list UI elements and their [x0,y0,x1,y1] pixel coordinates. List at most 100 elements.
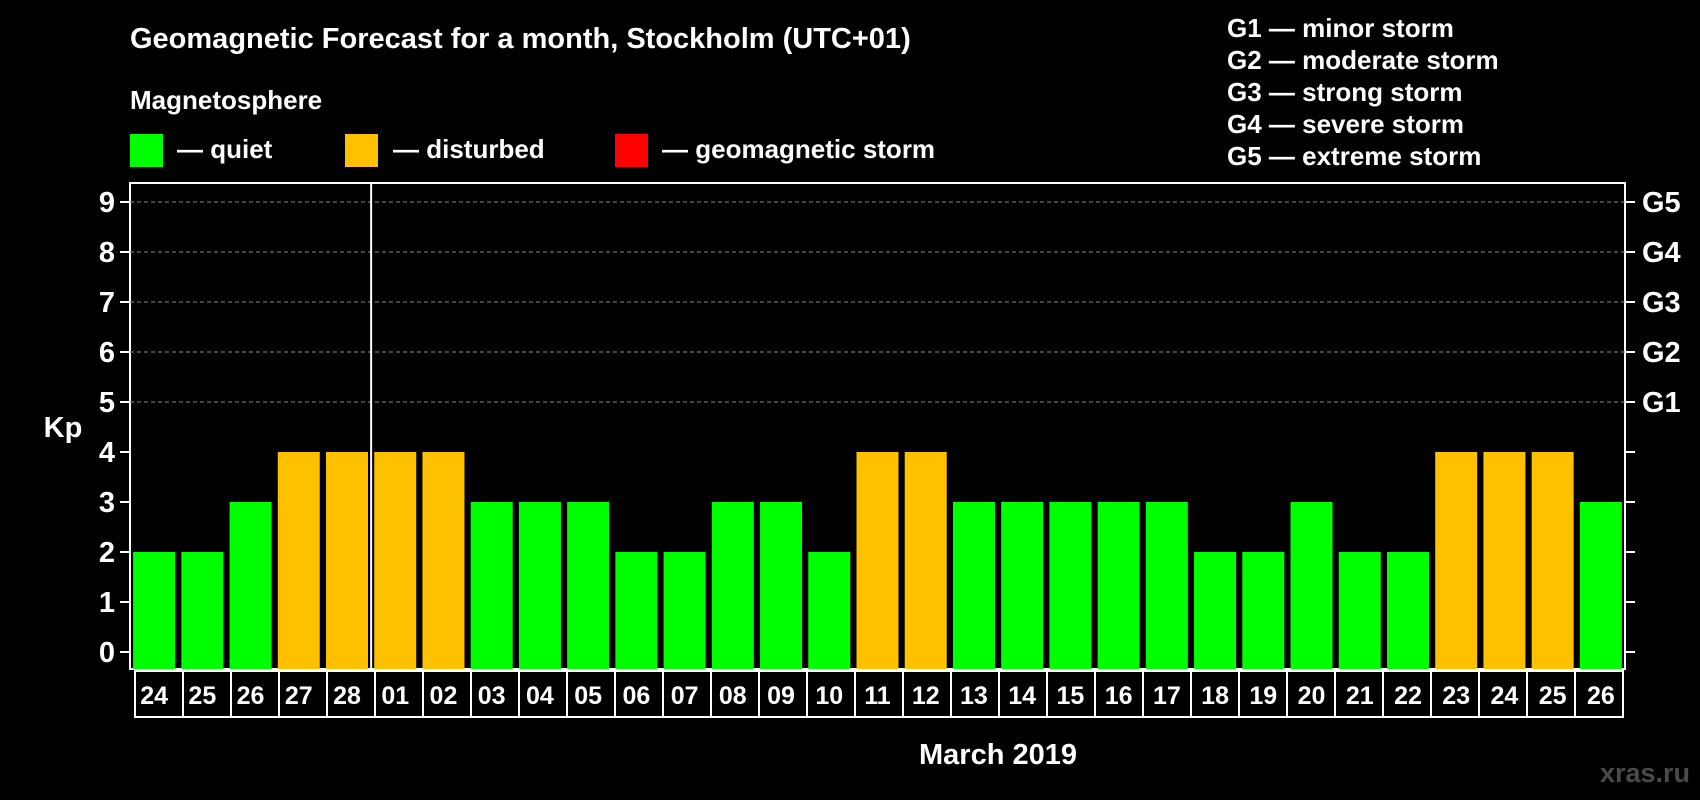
legend-label-disturbed: — disturbed [393,134,545,164]
storm-scale-g1: G1 — minor storm [1227,13,1454,43]
date-label: 18 [1201,682,1229,710]
storm-level-label: G4 [1642,237,1681,269]
bar [1049,502,1092,669]
date-label: 17 [1153,682,1181,710]
date-label: 24 [140,682,168,710]
bar [856,452,899,669]
y-tick-label: 6 [99,337,115,369]
bar [808,552,851,669]
date-label: 05 [574,682,602,710]
bar [229,502,272,669]
x-axis-label: March 2019 [919,739,1077,771]
bar [1097,502,1140,669]
y-tick-label: 4 [99,437,115,469]
y-axis-ticks: 0 1 2 3 4 5 6 7 8 9 [99,187,1635,669]
storm-scale-g5: G5 — extreme storm [1227,141,1481,171]
bar [1001,502,1044,669]
bar [904,452,947,669]
date-label: 23 [1442,682,1470,710]
date-label: 04 [526,682,554,710]
date-axis-frame [134,670,1624,718]
bar [1290,502,1333,669]
storm-level-axis: G1 G2 G3 G4 G5 [1642,187,1681,419]
date-label: 25 [1539,682,1567,710]
bar [663,552,706,669]
bar [1145,502,1188,669]
y-tick-label: 1 [99,587,115,619]
date-label: 21 [1346,682,1374,710]
legend-swatch-disturbed [345,134,378,167]
date-label: 08 [719,682,747,710]
storm-level-label: G2 [1642,337,1681,369]
date-label: 07 [671,682,699,710]
y-tick-label: 3 [99,487,115,519]
bar [952,502,995,669]
date-label: 06 [622,682,650,710]
bar [711,502,754,669]
date-label: 28 [333,682,361,710]
legend-swatch-quiet [130,134,163,167]
y-tick-label: 5 [99,387,115,419]
bar [1194,552,1237,669]
storm-scale-g3: G3 — strong storm [1227,77,1462,107]
date-axis: 24 25 26 27 28 01 02 03 04 05 06 07 08 09 10 11 12 13 14 15… [134,670,1624,718]
date-label: 14 [1008,682,1036,710]
date-label: 22 [1394,682,1422,710]
date-label: 01 [381,682,409,710]
bar [326,452,369,669]
legend-label-quiet: — quiet [177,134,273,164]
bar [615,552,658,669]
y-axis-label: Kp [44,412,83,444]
bar [760,502,803,669]
bar [1531,452,1574,669]
date-label: 19 [1249,682,1277,710]
date-label: 25 [188,682,216,710]
bar [1386,552,1429,669]
date-label: 12 [912,682,940,710]
bar [567,502,610,669]
y-tick-label: 8 [99,237,115,269]
storm-scale-g2: G2 — moderate storm [1227,45,1499,75]
legend-swatch-storm [615,134,648,167]
date-label: 11 [864,682,891,710]
chart-title: Geomagnetic Forecast for a month, Stockh… [130,23,911,55]
bar [181,552,224,669]
gridlines [130,201,1625,403]
y-tick-label: 2 [99,537,115,569]
legend: — quiet — disturbed — geomagnetic storm [130,134,935,167]
bar [277,452,320,669]
storm-scale-legend: G1 — minor storm G2 — moderate storm G3 … [1227,13,1499,171]
storm-level-label: G1 [1642,387,1681,419]
legend-title: Magnetosphere [130,85,322,115]
storm-level-label: G3 [1642,287,1681,319]
date-label: 09 [767,682,795,710]
y-tick-label: 0 [99,637,115,669]
y-tick-label: 9 [99,187,115,219]
bar [1242,552,1285,669]
bar [1483,452,1526,669]
legend-label-storm: — geomagnetic storm [662,134,935,164]
date-label: 24 [1491,682,1519,710]
date-label: 10 [815,682,843,710]
date-label: 20 [1298,682,1326,710]
date-label: 16 [1105,682,1133,710]
date-label: 26 [237,682,265,710]
storm-scale-g4: G4 — severe storm [1227,109,1464,139]
date-label: 27 [285,682,313,710]
bar [518,502,561,669]
bars [133,452,1622,669]
storm-level-label: G5 [1642,187,1681,219]
y-tick-label: 7 [99,287,115,319]
date-label: 02 [430,682,458,710]
bar [1579,502,1622,669]
date-label: 26 [1587,682,1615,710]
watermark: xras.ru [1600,758,1690,788]
date-label: 03 [478,682,506,710]
bar [1338,552,1381,669]
bar [374,452,417,669]
bar [1435,452,1478,669]
date-label: 15 [1056,682,1084,710]
bar [133,552,176,669]
bar [470,502,513,669]
